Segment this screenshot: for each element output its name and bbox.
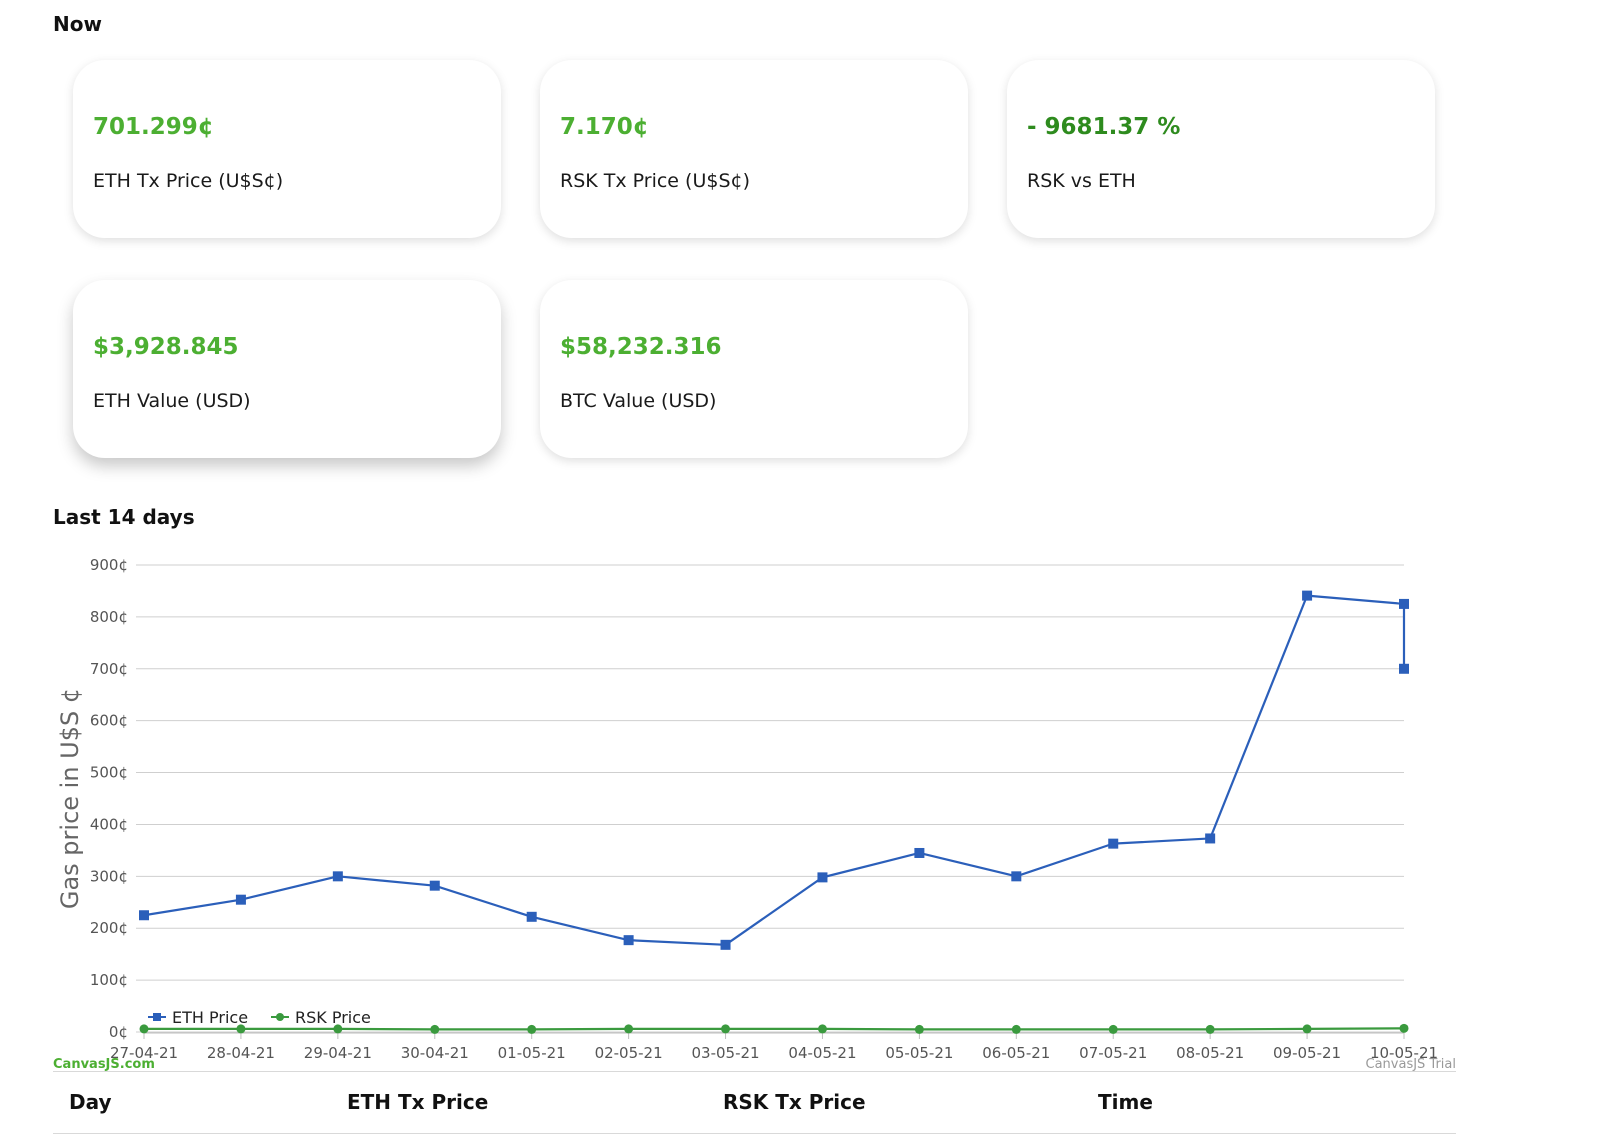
eth-data-point [1011, 871, 1022, 882]
legend-eth-marker [153, 1013, 161, 1021]
table-header-rsk-tx-price[interactable]: RSK Tx Price [723, 1090, 866, 1114]
y-tick-label: 400¢ [90, 815, 128, 833]
rsk-vs-eth-label: RSK vs ETH [1027, 170, 1136, 192]
eth-data-point [429, 880, 440, 891]
rsk-vs-eth-value: - 9681.37 % [1027, 114, 1181, 140]
eth-data-point [1205, 833, 1216, 844]
eth-data-point [914, 847, 925, 858]
btc-value-value: $58,232.316 [560, 334, 722, 360]
x-tick-label: 10-05-21 [1370, 1044, 1438, 1062]
eth-data-point [332, 871, 343, 882]
btc-value-label: BTC Value (USD) [560, 390, 717, 412]
table-top-divider [53, 1071, 1456, 1072]
y-tick-label: 900¢ [90, 556, 128, 574]
now-section-title: Now [53, 12, 102, 36]
y-tick-label: 500¢ [90, 764, 128, 782]
eth-data-point [623, 935, 634, 946]
canvasjs-link-watermark: CanvasJS.com [53, 1057, 155, 1072]
eth-value-value: $3,928.845 [93, 334, 239, 360]
rsk-data-point [1399, 1023, 1409, 1033]
last-14-days-title: Last 14 days [53, 505, 195, 529]
rsk-tx-price-card: 7.170¢ RSK Tx Price (U$S¢) [540, 60, 968, 238]
eth-data-point [139, 910, 149, 921]
legend-eth-label: ETH Price [172, 1008, 248, 1027]
y-tick-label: 300¢ [90, 867, 128, 885]
y-tick-label: 200¢ [90, 919, 128, 937]
x-tick-label: 07-05-21 [1079, 1044, 1147, 1062]
eth-value-card[interactable]: $3,928.845 ETH Value (USD) [73, 280, 501, 458]
eth-data-point [526, 911, 537, 922]
eth-data-point [720, 939, 731, 950]
x-tick-label: 29-04-21 [304, 1044, 372, 1062]
x-tick-label: 02-05-21 [595, 1044, 663, 1062]
eth-data-point [1399, 598, 1409, 609]
chart-series [139, 590, 1409, 1034]
x-tick-label: 28-04-21 [207, 1044, 275, 1062]
legend-rsk-marker [276, 1013, 284, 1021]
chart-axes: 0¢ 100¢ 200¢ 300¢ 400¢ 500¢ 600¢ 700¢ 800¢ 900¢ 27… [56, 556, 1438, 1062]
series-line-eth [143, 594, 1406, 946]
rsk-data-point [527, 1024, 537, 1034]
x-tick-label: 03-05-21 [691, 1044, 759, 1062]
rsk-vs-eth-card: - 9681.37 % RSK vs ETH [1007, 60, 1435, 238]
eth-data-point [1302, 590, 1313, 601]
x-tick-label: 01-05-21 [498, 1044, 566, 1062]
y-tick-label: 800¢ [90, 608, 128, 626]
chart-watermarks: CanvasJS.com CanvasJS Trial [53, 1057, 1456, 1072]
x-tick-label: 27-04-21 [110, 1044, 178, 1062]
eth-data-point [1399, 663, 1409, 674]
x-tick-label: 30-04-21 [401, 1044, 469, 1062]
eth-tx-price-label: ETH Tx Price (U$S¢) [93, 170, 284, 192]
eth-value-label: ETH Value (USD) [93, 390, 251, 412]
rsk-data-point [139, 1024, 149, 1034]
x-tick-label: 04-05-21 [788, 1044, 856, 1062]
y-tick-label: 600¢ [90, 712, 128, 730]
rsk-data-point [817, 1024, 827, 1034]
rsk-data-point [624, 1024, 634, 1034]
chart-grid [136, 564, 1404, 1033]
eth-tx-price-value: 701.299¢ [93, 114, 214, 140]
x-tick-label: 06-05-21 [982, 1044, 1050, 1062]
series-line-rsk [144, 1027, 1405, 1031]
y-tick-label: 700¢ [90, 660, 128, 678]
x-tick-label: 05-05-21 [885, 1044, 953, 1062]
eth-data-point [235, 894, 246, 905]
rsk-data-point [721, 1024, 731, 1034]
legend-rsk-label: RSK Price [295, 1008, 371, 1027]
btc-value-card: $58,232.316 BTC Value (USD) [540, 280, 968, 458]
table-header-eth-tx-price[interactable]: ETH Tx Price [347, 1090, 489, 1114]
rsk-tx-price-label: RSK Tx Price (U$S¢) [560, 170, 751, 192]
table-header-time[interactable]: Time [1098, 1090, 1153, 1114]
eth-data-point [817, 872, 828, 883]
y-axis-title: Gas price in U$S ¢ [56, 688, 84, 909]
eth-data-point [1108, 838, 1119, 849]
rsk-data-point [1205, 1024, 1215, 1034]
rsk-data-point [1011, 1024, 1021, 1034]
table-header-divider [53, 1133, 1456, 1134]
x-tick-label: 09-05-21 [1273, 1044, 1341, 1062]
rsk-data-point [914, 1024, 924, 1034]
canvasjs-trial-watermark: CanvasJS Trial [1366, 1057, 1457, 1072]
rsk-data-point [1302, 1024, 1312, 1034]
rsk-tx-price-value: 7.170¢ [560, 114, 649, 140]
y-tick-label: 100¢ [90, 971, 128, 989]
eth-tx-price-card: 701.299¢ ETH Tx Price (U$S¢) [73, 60, 501, 238]
x-tick-label: 08-05-21 [1176, 1044, 1244, 1062]
y-tick-label: 0¢ [109, 1023, 128, 1041]
chart-legend[interactable]: ETH Price RSK Price [148, 1008, 371, 1027]
rsk-data-point [430, 1024, 440, 1034]
table-header-day[interactable]: Day [69, 1090, 112, 1114]
rsk-data-point [1108, 1024, 1118, 1034]
